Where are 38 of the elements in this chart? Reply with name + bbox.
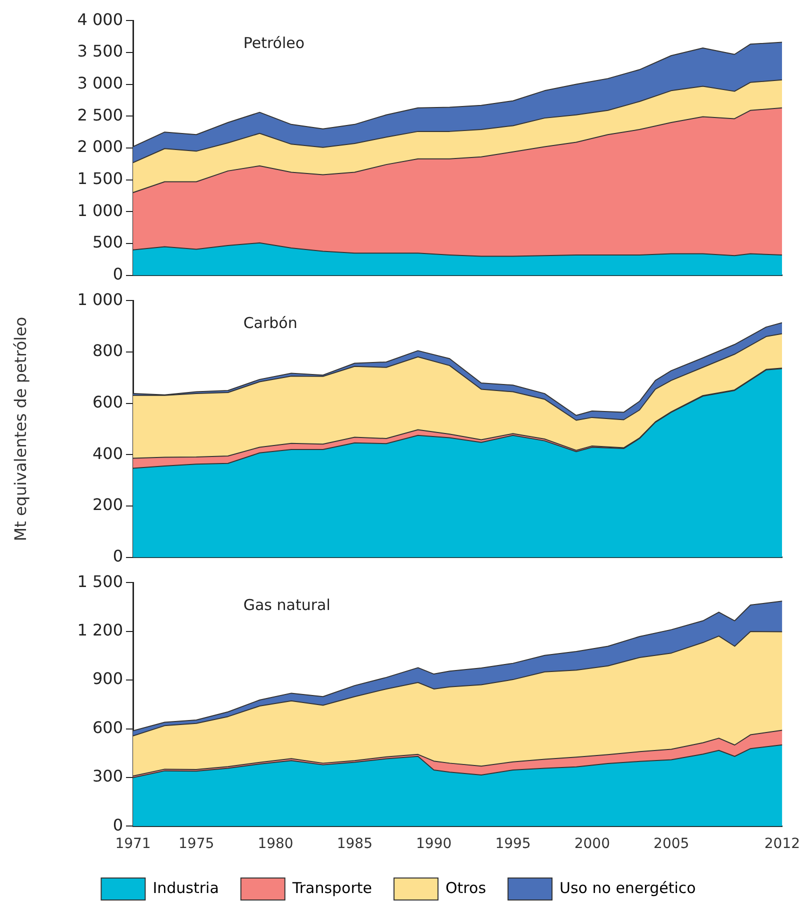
y-tick-label: 1 500 bbox=[77, 572, 123, 591]
y-tick-label: 400 bbox=[92, 444, 123, 463]
legend-label: Industria bbox=[152, 878, 219, 897]
y-tick-label: 1 500 bbox=[77, 169, 123, 188]
y-tick-label: 0 bbox=[112, 264, 123, 284]
y-tick-label: 0 bbox=[112, 815, 123, 834]
y-tick-label: 2 500 bbox=[77, 105, 123, 124]
y-axis-title: Mt equivalentes de petróleo bbox=[10, 316, 30, 542]
y-tick-label: 600 bbox=[92, 392, 123, 412]
text: Gas natural bbox=[243, 596, 330, 614]
y-tick-label: 200 bbox=[92, 495, 123, 514]
y-tick-label: 0 bbox=[112, 546, 123, 566]
y-tick-label: 1 000 bbox=[77, 290, 123, 309]
x-tick-label: 2000 bbox=[574, 836, 610, 852]
x-tick-label: 1985 bbox=[336, 836, 372, 852]
y-tick-label: 1 000 bbox=[77, 200, 123, 220]
legend-label: Otros bbox=[446, 878, 486, 897]
y-tick-label: 900 bbox=[92, 669, 123, 688]
y-tick-label: 600 bbox=[92, 718, 123, 737]
x-tick-label: 1995 bbox=[495, 836, 531, 852]
x-tick-label: 1975 bbox=[178, 836, 214, 852]
y-tick-label: 4 000 bbox=[77, 10, 123, 29]
y-tick-label: 800 bbox=[92, 341, 123, 360]
y-tick-label: 3 000 bbox=[77, 73, 123, 92]
x-tick-label: 1980 bbox=[258, 836, 294, 852]
text: Petróleo bbox=[243, 34, 305, 52]
text: Carbón bbox=[243, 314, 298, 332]
y-tick-label: 3 500 bbox=[77, 42, 123, 61]
x-tick-label: 2012 bbox=[764, 836, 800, 852]
y-tick-label: 500 bbox=[92, 232, 123, 252]
legend-label: Uso no energético bbox=[560, 878, 696, 897]
y-tick-label: 300 bbox=[92, 766, 123, 786]
legend-label: Transporte bbox=[291, 878, 372, 897]
y-tick-label: 2 000 bbox=[77, 137, 123, 156]
x-tick-label: 2005 bbox=[654, 836, 690, 852]
x-tick-label: 1971 bbox=[115, 836, 151, 852]
y-tick-label: 1 200 bbox=[77, 620, 123, 640]
x-tick-label: 1990 bbox=[416, 836, 452, 852]
